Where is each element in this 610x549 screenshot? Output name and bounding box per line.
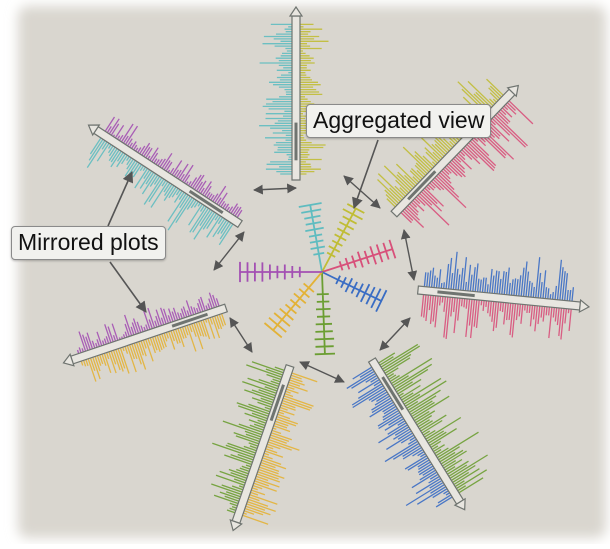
connector-arrow: [400, 229, 418, 281]
aggregated-spoke: [321, 203, 365, 273]
plot-axis-tip: [62, 353, 75, 367]
connector-arrow: [379, 317, 411, 351]
plot-series-bars: [423, 251, 575, 302]
aggregated-view-pointer: [352, 139, 379, 210]
plot-series-bars: [378, 343, 488, 494]
plot-axis-handle: [171, 312, 208, 328]
plot-series-bars: [259, 23, 292, 175]
mirrored-plot: [416, 251, 591, 340]
plot-series-bars: [346, 366, 453, 508]
connector-arrow: [343, 175, 381, 209]
connector-arrow: [299, 361, 345, 383]
plot-series-bars: [420, 294, 572, 340]
plot-series-bars: [76, 292, 220, 354]
plot-axis-tip: [229, 519, 243, 532]
mirrored-plots-callout: Mirrored plots: [11, 226, 166, 260]
plot-axis-tip: [87, 124, 101, 137]
plot-series-bars: [104, 116, 243, 218]
plot-axis-handle: [407, 170, 437, 201]
plot-series-bars: [211, 361, 285, 514]
connector-arrow: [229, 317, 253, 353]
aggregated-spoke: [321, 271, 388, 312]
aggregated-spoke: [314, 271, 336, 356]
aggregated-spoke: [239, 261, 322, 283]
plot-axis-handle: [381, 376, 405, 411]
plot-axis-tip: [506, 84, 520, 98]
plot-axis-tip: [453, 497, 466, 511]
plot-axis-tip: [578, 298, 591, 314]
aggregated-spoke: [298, 202, 326, 273]
mirrored-plot: [211, 361, 318, 532]
mirrored-plots-pointer: [109, 261, 147, 313]
mirrored-plot: [86, 116, 244, 246]
plot-axis-handle: [269, 384, 285, 422]
mirrored-plots-pointer: [107, 170, 134, 227]
aggregated-view: [239, 202, 397, 356]
plot-series-bars: [400, 100, 534, 228]
aggregated-spoke: [263, 271, 323, 339]
plot-axis-handle: [188, 189, 224, 214]
mirrored-plot: [259, 5, 329, 181]
connector-arrow: [213, 231, 245, 271]
plot-axis-tip: [288, 5, 304, 17]
mirrored-plot: [346, 343, 488, 511]
connector-arrow: [253, 183, 297, 195]
mirrored-plot: [62, 292, 229, 382]
plot-series-bars: [80, 313, 227, 382]
aggregated-spoke: [321, 239, 397, 273]
plot-axis-handle: [437, 290, 475, 298]
aggregated-view-callout: Aggregated view: [306, 104, 492, 138]
